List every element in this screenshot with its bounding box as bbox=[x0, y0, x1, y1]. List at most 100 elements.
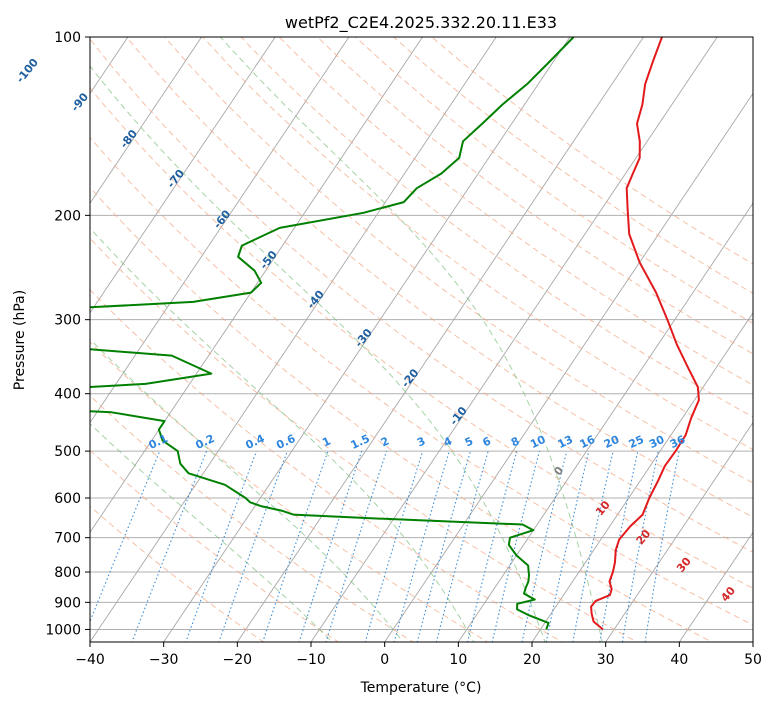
isotherm-line bbox=[90, 37, 276, 314]
x-tick-label: 40 bbox=[670, 652, 688, 668]
isotherm-label: -40 bbox=[304, 288, 327, 312]
isotherm-line bbox=[531, 312, 753, 642]
dry-adiabat-line bbox=[316, 37, 753, 355]
isotherm-label: -80 bbox=[117, 127, 140, 151]
x-tick-label: 10 bbox=[449, 652, 467, 668]
moist-adiabat-line bbox=[90, 227, 475, 642]
mixing-ratio-label: 3 bbox=[415, 434, 427, 449]
mixing-ratio-label: 30 bbox=[647, 433, 667, 451]
mixing-ratio-label: 0.6 bbox=[274, 432, 297, 452]
dry-adiabat-line bbox=[90, 87, 753, 589]
mixing-ratio-label: 0.4 bbox=[243, 432, 266, 452]
y-tick-label: 600 bbox=[54, 491, 81, 507]
mixing-ratio-line bbox=[298, 450, 363, 642]
dry-adiabat-line bbox=[240, 37, 753, 418]
moist-adiabat-line bbox=[90, 338, 404, 642]
mixing-ratio-line bbox=[572, 450, 614, 642]
dry-adiabat-line bbox=[90, 237, 639, 642]
x-tick-label: −40 bbox=[75, 652, 105, 668]
isotherm-label: -90 bbox=[69, 90, 92, 114]
mixing-ratio-line bbox=[218, 450, 288, 642]
mixing-ratio-label: 0.2 bbox=[193, 432, 216, 452]
isotherm-line bbox=[90, 37, 350, 424]
adiabat-label: 20 bbox=[634, 527, 654, 547]
dry-adiabat-line bbox=[90, 341, 489, 642]
dry-adiabat-line bbox=[431, 37, 753, 265]
chart-title: wetPf2_C2E4.2025.332.20.11.E33 bbox=[285, 13, 557, 33]
y-tick-label: 100 bbox=[54, 30, 81, 46]
dewpoint-profile bbox=[90, 37, 575, 630]
isotherm-line bbox=[0, 10, 72, 654]
dry-adiabat-line bbox=[90, 136, 753, 626]
mixing-ratio-line bbox=[90, 450, 161, 623]
isotherm-line bbox=[752, 641, 753, 642]
y-tick-label: 1000 bbox=[45, 622, 81, 638]
y-tick-label: 400 bbox=[54, 387, 81, 403]
isotherm-line bbox=[90, 37, 497, 642]
dry-adiabat-line bbox=[392, 37, 753, 294]
isotherm-label: -60 bbox=[211, 207, 234, 231]
mixing-ratio-line bbox=[545, 450, 590, 642]
mixing-ratio-line bbox=[131, 450, 208, 642]
y-axis-label: Pressure (hPa) bbox=[12, 290, 28, 390]
isotherm-line bbox=[90, 37, 203, 204]
mixing-ratio-line bbox=[491, 450, 540, 642]
y-tick-label: 300 bbox=[54, 313, 81, 329]
isotherm-label: -50 bbox=[257, 248, 280, 272]
moist-adiabat-line bbox=[90, 65, 546, 642]
isotherm-line bbox=[90, 37, 424, 534]
isotherm-line bbox=[605, 421, 753, 642]
x-tick-label: 0 bbox=[380, 652, 389, 668]
isotherm-line bbox=[310, 37, 718, 642]
mixing-ratio-label: 36 bbox=[668, 433, 688, 451]
dry-adiabat-line bbox=[125, 37, 753, 518]
x-axis-label: Temperature (°C) bbox=[360, 680, 482, 696]
x-tick-label: 50 bbox=[744, 652, 762, 668]
mixing-ratio-label: 10 bbox=[528, 433, 548, 451]
isotherm-label: -70 bbox=[165, 167, 188, 191]
isotherm-label: -30 bbox=[352, 326, 375, 350]
adiabat-label: 40 bbox=[718, 584, 738, 604]
mixing-ratio-line bbox=[364, 450, 424, 642]
moist-adiabat-line bbox=[90, 423, 333, 642]
dry-adiabat-line bbox=[90, 449, 340, 642]
mixing-ratio-label: 0.1 bbox=[147, 432, 170, 452]
y-tick-label: 700 bbox=[54, 531, 81, 547]
dry-adiabat-line bbox=[354, 37, 753, 324]
profile-lines bbox=[90, 37, 700, 631]
plot-frame bbox=[89, 36, 754, 643]
mixing-ratio-label: 25 bbox=[627, 433, 646, 451]
temperature-profile bbox=[590, 37, 700, 631]
y-tick-label: 800 bbox=[54, 565, 81, 581]
mixing-ratio-label: 1.5 bbox=[349, 432, 372, 452]
isotherm-label: -10 bbox=[447, 404, 470, 428]
isotherm-label: -20 bbox=[399, 366, 422, 390]
x-tick-label: −30 bbox=[149, 652, 179, 668]
moist-adiabat-line bbox=[219, 37, 603, 642]
mixing-ratio-line bbox=[521, 450, 568, 642]
mixing-ratio-line bbox=[393, 450, 450, 642]
dry-adiabat-line bbox=[90, 394, 414, 642]
mixing-ratio-label: 2 bbox=[379, 434, 391, 449]
dry-adiabat-line bbox=[90, 288, 564, 642]
mixing-ratio-label: 13 bbox=[556, 433, 575, 451]
dry-adiabat-line bbox=[202, 37, 753, 451]
mixing-ratio-label: 20 bbox=[602, 433, 622, 451]
mixing-ratio-label: 8 bbox=[509, 434, 521, 449]
mixing-ratio-label: 16 bbox=[578, 433, 598, 451]
mixing-ratio-line bbox=[435, 450, 489, 642]
mixing-ratio-line bbox=[466, 450, 518, 642]
dry-adiabat-line bbox=[90, 505, 265, 642]
y-tick-label: 500 bbox=[54, 444, 81, 460]
axes: −40 −30 −20 −10 0 10 20 30 40 5010020030040050060… bbox=[45, 30, 762, 668]
background-lines bbox=[0, 10, 753, 654]
isotherm-line bbox=[384, 92, 753, 642]
mixing-ratio-label: 1 bbox=[320, 434, 332, 449]
mixing-ratio-line bbox=[262, 450, 329, 642]
x-tick-label: 20 bbox=[523, 652, 541, 668]
isotherm-line bbox=[457, 202, 753, 642]
mixing-ratio-line bbox=[644, 450, 680, 642]
adiabat-label: 10 bbox=[593, 498, 613, 518]
isotherm-label: -100 bbox=[14, 56, 42, 86]
